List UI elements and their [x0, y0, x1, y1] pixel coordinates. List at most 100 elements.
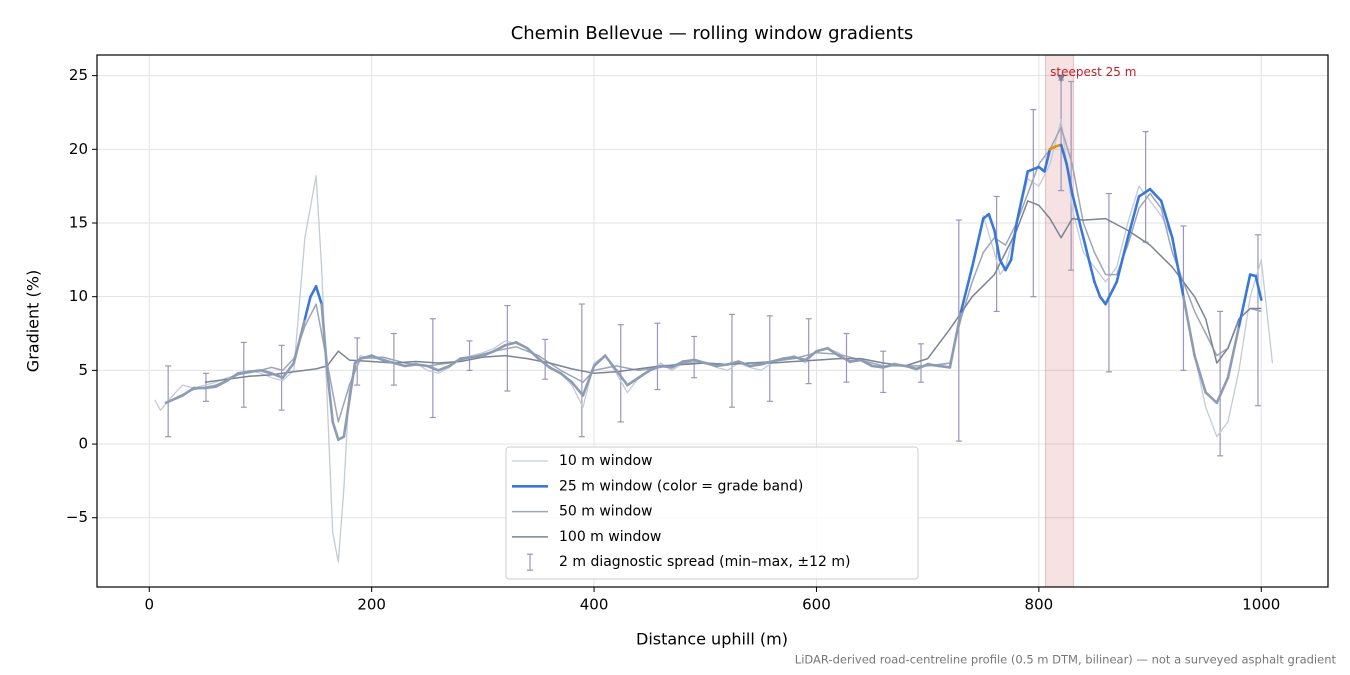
steepest-marker: [1057, 74, 1066, 83]
line-segment: [348, 361, 357, 402]
line-segment: [425, 364, 440, 372]
line-segment: [392, 361, 407, 368]
line-segment: [225, 372, 240, 382]
line-segment: [1082, 236, 1096, 284]
line-segment: [370, 354, 385, 362]
line-segment: [259, 369, 273, 375]
line-segment: [703, 361, 718, 368]
line-segment: [1004, 258, 1013, 272]
line-segment: [926, 363, 941, 368]
line-segment: [581, 364, 596, 397]
error-bar: [728, 313, 735, 408]
line-segment: [848, 358, 863, 363]
line-segment: [826, 346, 841, 357]
line-segment: [503, 341, 518, 347]
line-segment: [1254, 274, 1263, 301]
error-bar: [918, 343, 925, 383]
line-segment: [314, 285, 323, 306]
line-segment: [537, 357, 551, 369]
line-segment: [1059, 143, 1068, 166]
error-bar: [805, 318, 812, 385]
line-segment: [904, 364, 918, 371]
line-segment: [214, 379, 229, 388]
line-segment: [381, 358, 396, 365]
line-segment: [403, 363, 418, 368]
line-segment: [309, 285, 318, 298]
steepest-span: [1045, 54, 1074, 588]
x-tick-label: 400: [580, 596, 609, 614]
line-segment: [320, 302, 329, 372]
line-segment: [1070, 192, 1085, 240]
legend-label: 10 m window: [559, 453, 652, 469]
line-segment: [248, 369, 262, 374]
line-segment: [1204, 391, 1219, 405]
line-segment: [164, 394, 184, 405]
error-bar: [654, 322, 661, 391]
line-segment: [492, 344, 507, 353]
chart-title: Chemin Bellevue — rolling window gradien…: [511, 23, 914, 44]
line: [176, 126, 1262, 423]
error-bar: [1068, 80, 1075, 271]
line-segment: [481, 349, 496, 357]
line-segment: [181, 386, 196, 397]
line-segment: [998, 258, 1007, 272]
line-segment: [1104, 280, 1119, 306]
line-segment: [937, 364, 952, 369]
line-segment: [1098, 295, 1107, 306]
line-segment: [615, 369, 629, 387]
line-segment: [331, 420, 340, 441]
line-segment: [692, 358, 707, 365]
line-segment: [1065, 162, 1074, 195]
line-segment: [1126, 195, 1141, 240]
line-segment: [414, 363, 429, 368]
y-tick-label: 20: [69, 140, 88, 158]
line-segment: [437, 364, 451, 372]
line-segment: [781, 355, 796, 360]
line-segment: [748, 363, 763, 368]
footnote: LiDAR-derived road-centreline profile (0…: [795, 653, 1337, 667]
line-segment: [1009, 221, 1018, 262]
y-tick-label: 15: [69, 214, 88, 232]
line-segment: [792, 355, 807, 362]
line-segment: [626, 376, 640, 387]
line-segment: [1226, 324, 1241, 380]
line-segment: [1148, 187, 1163, 203]
x-tick-label: 200: [357, 596, 386, 614]
line-segment: [870, 364, 885, 369]
y-tick-label: 25: [69, 66, 88, 84]
line-segment: [448, 357, 462, 368]
x-axis-label: Distance uphill (m): [636, 630, 788, 649]
error-bar: [617, 324, 624, 423]
line-segment: [915, 363, 929, 371]
line-segment: [659, 364, 674, 369]
line-segment: [859, 358, 874, 368]
line-segment: [325, 369, 335, 424]
y-tick-label: −5: [66, 508, 88, 526]
line-segment: [681, 358, 696, 363]
legend-swatch: [527, 553, 533, 571]
line-segment: [1115, 236, 1130, 284]
line-segment: [1215, 376, 1230, 405]
error-bar: [240, 341, 247, 408]
line-segment: [881, 363, 896, 369]
line-segment: [270, 372, 285, 380]
line-segment: [470, 354, 485, 359]
legend-box: [505, 446, 919, 580]
line-segment: [359, 354, 373, 360]
legend-label: 50 m window: [559, 504, 652, 520]
steepest-label: steepest 25 m: [1050, 65, 1136, 79]
legend-label: 25 m window (color = grade band): [559, 478, 803, 494]
x-tick-label: 800: [1025, 596, 1054, 614]
y-tick-label: 5: [78, 361, 88, 379]
error-bar: [766, 315, 773, 402]
error-bar: [691, 335, 698, 379]
line-segment: [770, 357, 785, 363]
line-segment: [603, 354, 618, 372]
line-segment: [236, 370, 251, 375]
line-segment: [893, 363, 907, 368]
line-segment: [1237, 273, 1252, 328]
line-segment: [759, 360, 774, 366]
x-tick-label: 0: [144, 596, 154, 614]
line-segment: [715, 363, 729, 368]
